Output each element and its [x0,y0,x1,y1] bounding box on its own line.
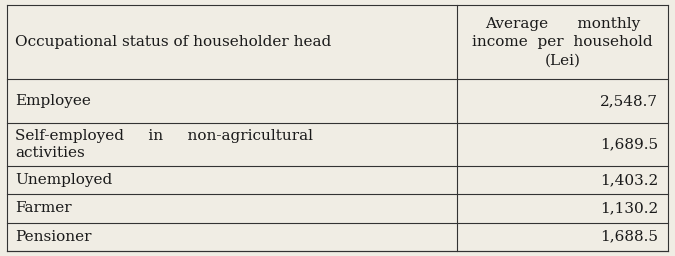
Text: Unemployed: Unemployed [15,173,112,187]
Text: Average      monthly
income  per  household
(Lei): Average monthly income per household (Le… [472,17,653,67]
Text: Self-employed     in     non-agricultural
activities: Self-employed in non-agricultural activi… [15,129,313,160]
Text: Farmer: Farmer [15,201,72,216]
Text: Occupational status of householder head: Occupational status of householder head [15,35,331,49]
Text: 2,548.7: 2,548.7 [600,94,658,108]
Text: 1,688.5: 1,688.5 [600,230,658,244]
Text: 1,689.5: 1,689.5 [600,137,658,152]
Text: Employee: Employee [15,94,90,108]
Text: Pensioner: Pensioner [15,230,91,244]
Text: 1,130.2: 1,130.2 [600,201,658,216]
Text: 1,403.2: 1,403.2 [600,173,658,187]
